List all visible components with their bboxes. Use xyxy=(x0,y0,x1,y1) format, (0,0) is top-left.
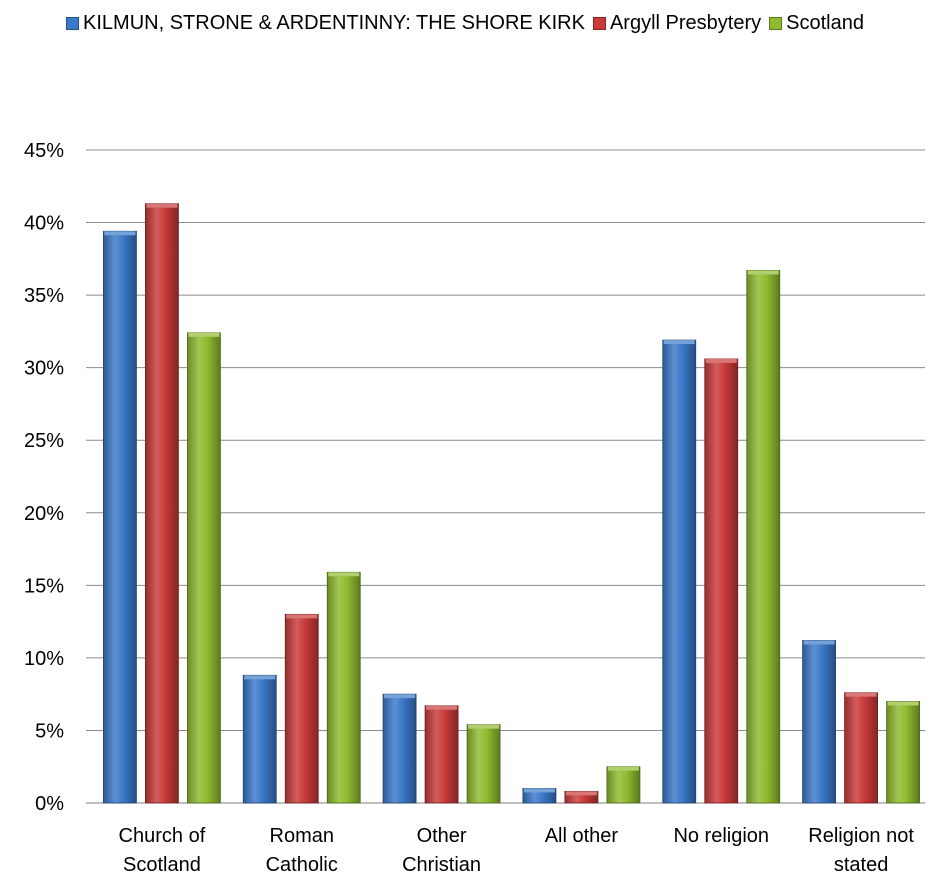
bar-cap xyxy=(607,766,639,771)
bar-cap xyxy=(523,788,555,793)
bar xyxy=(606,766,641,804)
x-tick-label: Other xyxy=(417,825,467,847)
bar-cap xyxy=(468,724,500,729)
legend-label: Argyll Presbytery xyxy=(609,12,762,34)
bar-cap xyxy=(384,694,416,699)
y-tick-label: 35% xyxy=(24,285,64,307)
bar xyxy=(466,724,501,804)
legend-label: KILMUN, STRONE & ARDENTINNY: THE SHORE K… xyxy=(83,12,585,34)
bar xyxy=(242,674,277,804)
y-tick-label: 25% xyxy=(24,430,64,452)
y-tick-label: 15% xyxy=(24,575,64,597)
y-tick-label: 30% xyxy=(24,358,64,380)
legend-swatch xyxy=(66,17,80,30)
bar xyxy=(802,640,836,804)
bar-cap xyxy=(426,705,458,710)
legend-item: Argyll Presbytery xyxy=(592,12,762,35)
bar xyxy=(662,339,697,804)
y-tick-label: 20% xyxy=(24,503,64,525)
legend-label: Scotland xyxy=(786,12,864,34)
bar xyxy=(424,705,459,804)
bar xyxy=(844,692,878,804)
x-tick-label: Church of xyxy=(119,825,206,847)
bar-cap xyxy=(887,701,919,706)
bar-cap xyxy=(565,791,597,796)
y-tick-label: 10% xyxy=(24,648,64,670)
bar xyxy=(103,230,137,804)
bar xyxy=(284,613,319,804)
x-tick-label: All other xyxy=(545,825,619,847)
bar-cap xyxy=(663,340,695,345)
bar xyxy=(187,332,221,804)
x-tick-label: stated xyxy=(834,854,888,875)
bar-cap xyxy=(747,270,779,275)
bar-cap xyxy=(803,640,835,645)
bar-cap xyxy=(188,332,220,337)
bar-cap xyxy=(328,572,360,577)
bar-cap xyxy=(146,203,178,208)
bar-cap xyxy=(244,675,276,680)
y-tick-label: 45% xyxy=(24,140,64,162)
x-tick-label: Roman xyxy=(270,825,334,847)
legend-item: KILMUN, STRONE & ARDENTINNY: THE SHORE K… xyxy=(66,12,585,35)
legend-swatch xyxy=(769,17,783,30)
bar xyxy=(704,358,739,804)
bar xyxy=(145,203,179,804)
bar-cap xyxy=(705,358,737,363)
bar xyxy=(382,693,417,804)
x-tick-label: No religion xyxy=(673,825,769,847)
x-tick-label: Religion not xyxy=(808,825,914,847)
bar-cap xyxy=(286,614,318,619)
y-tick-label: 0% xyxy=(35,793,64,815)
bar xyxy=(886,701,920,804)
legend-swatch xyxy=(592,17,606,30)
bar xyxy=(746,270,781,804)
bar xyxy=(326,571,361,804)
x-tick-label: Christian xyxy=(402,854,481,875)
y-tick-label: 40% xyxy=(24,213,64,235)
y-tick-label: 5% xyxy=(35,720,64,742)
legend-item: Scotland xyxy=(769,12,864,35)
x-tick-label: Catholic xyxy=(266,854,338,875)
x-tick-label: Scotland xyxy=(123,854,201,875)
legend: KILMUN, STRONE & ARDENTINNY: THE SHORE K… xyxy=(0,12,930,35)
bar-cap xyxy=(845,692,877,697)
bar-cap xyxy=(104,231,136,236)
